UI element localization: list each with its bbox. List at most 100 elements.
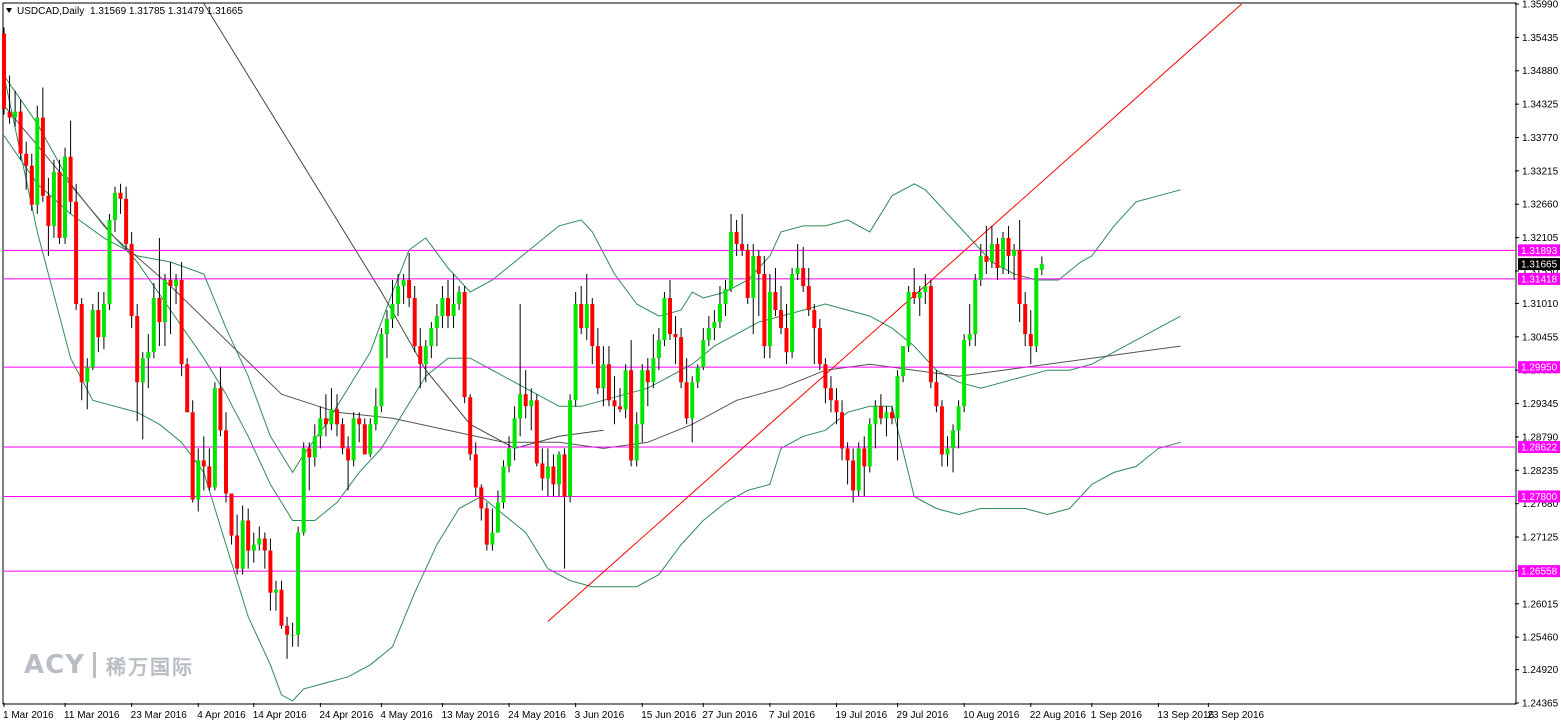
bull-candle-body: [729, 231, 733, 289]
candle: [984, 225, 989, 274]
time-tick-label: 1 Mar 2016: [3, 710, 54, 721]
bear-candle-body: [118, 192, 123, 199]
bear-candle-body: [540, 463, 545, 479]
candle: [601, 346, 606, 407]
candle: [684, 358, 689, 425]
bull-candle-body: [701, 340, 706, 368]
candle: [185, 358, 190, 413]
candle: [512, 406, 517, 461]
bear-candle-body: [179, 280, 184, 365]
bull-candle-body: [196, 460, 201, 500]
candle: [817, 319, 822, 371]
candle: [523, 370, 528, 419]
bear-candle-body: [745, 249, 750, 298]
candle: [63, 147, 67, 244]
candle: [384, 310, 389, 359]
chart-header: USDCAD,Daily 1.31569 1.31785 1.31479 1.3…: [6, 6, 243, 17]
bear-candle-body: [24, 153, 29, 166]
bear-candle-body: [135, 316, 140, 383]
bear-candle-body: [684, 382, 689, 419]
bear-candle-body: [285, 625, 290, 635]
bear-candle-body: [468, 397, 473, 455]
bull-candle-body: [13, 111, 18, 118]
bull-candle-body: [212, 388, 217, 488]
price-tick-label: 1.32105: [1522, 233, 1559, 244]
candle: [351, 412, 356, 467]
candle: [207, 448, 212, 491]
bull-candle-body: [751, 255, 756, 298]
price-tick-label: 1.28235: [1522, 466, 1559, 477]
candle: [212, 382, 217, 491]
candle: [662, 292, 667, 347]
candle: [168, 261, 173, 335]
candle: [35, 105, 40, 214]
candle: [318, 406, 323, 449]
candle: [878, 394, 883, 425]
candle: [368, 418, 373, 458]
bear-candle-body: [235, 535, 240, 569]
bear-candle-body: [756, 255, 761, 274]
time-tick-label: 13 Sep 2016: [1157, 710, 1214, 721]
candles-layer: [2, 27, 1044, 659]
bear-candle-body: [129, 243, 134, 317]
bull-candle-body: [767, 292, 772, 347]
bull-candle-body: [373, 406, 378, 425]
candle: [690, 376, 695, 443]
bull-candle-body: [601, 364, 606, 389]
candle: [873, 400, 878, 449]
watermark-logo: ACY: [24, 650, 86, 680]
candle: [956, 400, 961, 449]
candle: [268, 538, 273, 611]
price-tick-label: 1.28790: [1522, 432, 1559, 443]
level-price-tag: [1518, 272, 1560, 285]
candle: [1001, 231, 1005, 274]
bear-candle-body: [645, 370, 650, 383]
bear-candle-body: [279, 589, 284, 626]
bear-candle-body: [762, 274, 767, 347]
candle: [912, 267, 917, 305]
price-labels-layer: 1.31893 1.31418 1.29950 1.28622 1.27800 1.265…: [1518, 244, 1560, 578]
candle: [146, 334, 151, 389]
candle: [323, 394, 328, 437]
candle: [29, 153, 34, 211]
candle: [46, 177, 51, 256]
candle: [74, 183, 79, 311]
bear-candle-body: [523, 394, 528, 407]
bear-candle-body: [246, 520, 251, 551]
candle: [1034, 267, 1039, 353]
candle: [401, 273, 406, 305]
bear-candle-body: [590, 304, 595, 347]
bull-candle-body: [917, 292, 922, 298]
bear-candle-body: [679, 337, 684, 383]
bull-candle-body: [113, 192, 117, 220]
bear-candle-body: [534, 400, 539, 464]
bull-candle-body: [384, 319, 389, 335]
candle: [795, 243, 800, 280]
trendline[interactable]: [547, 3, 1242, 622]
bear-candle-body: [1017, 249, 1022, 304]
candle: [79, 298, 84, 401]
candle: [540, 448, 545, 491]
price-tick-label: 1.33770: [1522, 133, 1559, 144]
price-tick-label: 1.25460: [1522, 633, 1559, 644]
bear-candle-body: [1028, 334, 1033, 347]
bear-candle-body: [618, 406, 622, 410]
candle: [629, 340, 634, 467]
candle: [801, 246, 806, 293]
bull-candle-body: [973, 280, 978, 335]
dropdown-triangle-icon[interactable]: [6, 8, 12, 13]
time-tick-label: 4 Apr 2016: [197, 710, 246, 721]
bear-candle-body: [840, 412, 844, 449]
candle: [2, 27, 6, 115]
bear-candle-body: [207, 466, 212, 488]
candle: [751, 243, 756, 335]
price-tick-label: 1.31010: [1522, 299, 1559, 310]
candle: [7, 75, 12, 124]
candle: [229, 493, 234, 545]
bull-candle-body: [429, 328, 434, 347]
bull-candle-body: [440, 298, 445, 316]
candle: [595, 328, 600, 395]
bear-candle-body: [551, 466, 556, 485]
candle: [973, 273, 978, 347]
